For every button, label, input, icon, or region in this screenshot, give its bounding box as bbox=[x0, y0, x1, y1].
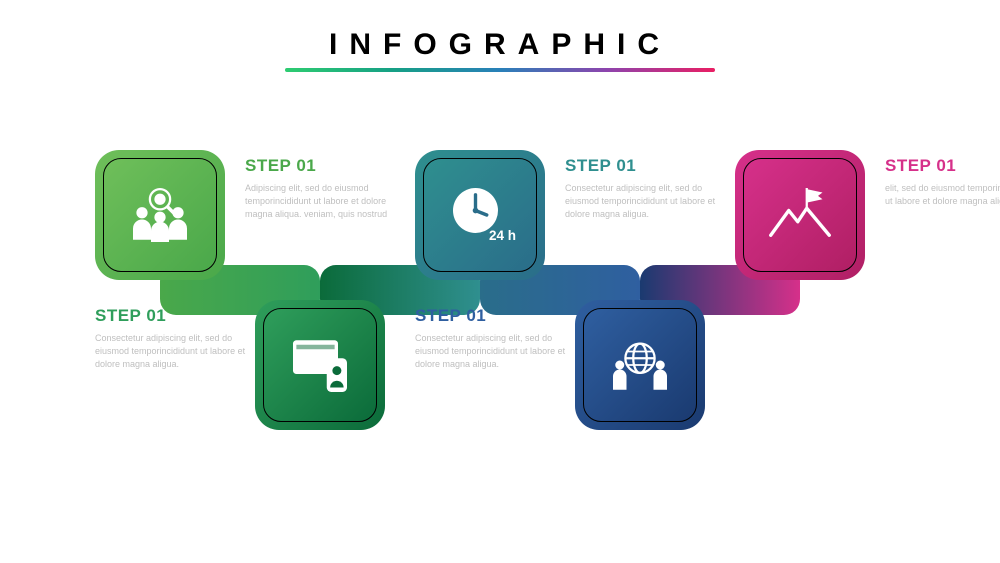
step-body: Consectetur adipiscing elit, sed do eius… bbox=[565, 182, 721, 221]
step-label: STEP 01 bbox=[415, 306, 571, 326]
step-body: Adipiscing elit, sed do eiusmod temporin… bbox=[245, 182, 401, 221]
mountain-flag-icon bbox=[764, 179, 836, 251]
devices-user-icon bbox=[284, 329, 356, 401]
title-underline bbox=[285, 68, 715, 72]
step-label: STEP 01 bbox=[565, 156, 721, 176]
step-text-step3: STEP 01 Consectetur adipiscing elit, sed … bbox=[565, 156, 721, 221]
step-body: elit, sed do eiusmod temporincididunt ut… bbox=[885, 182, 1000, 208]
step-body: Consectetur adipiscing elit, sed do eius… bbox=[95, 332, 251, 371]
step-label: STEP 01 bbox=[95, 306, 251, 326]
step-text-step1: STEP 01 Adipiscing elit, sed do eiusmod t… bbox=[245, 156, 401, 221]
step-text-step5: STEP 01 elit, sed do eiusmod temporincidi… bbox=[885, 156, 1000, 208]
header: INFOGRAPHIC bbox=[0, 28, 1000, 72]
step-tile-step4 bbox=[575, 300, 705, 430]
step-tile-step1 bbox=[95, 150, 225, 280]
step-text-step4: STEP 01 Consectetur adipiscing elit, sed … bbox=[415, 306, 571, 371]
globe-people-icon bbox=[604, 329, 676, 401]
step-label: STEP 01 bbox=[885, 156, 1000, 176]
step-tile-step2 bbox=[255, 300, 385, 430]
people-search-icon bbox=[124, 179, 196, 251]
step-tile-step5 bbox=[735, 150, 865, 280]
step-label: STEP 01 bbox=[245, 156, 401, 176]
step-text-step2: STEP 01 Consectetur adipiscing elit, sed … bbox=[95, 306, 251, 371]
clock-24h-icon bbox=[444, 179, 516, 251]
step-body: Consectetur adipiscing elit, sed do eius… bbox=[415, 332, 571, 371]
step-tile-step3 bbox=[415, 150, 545, 280]
page-title: INFOGRAPHIC bbox=[0, 28, 1000, 62]
